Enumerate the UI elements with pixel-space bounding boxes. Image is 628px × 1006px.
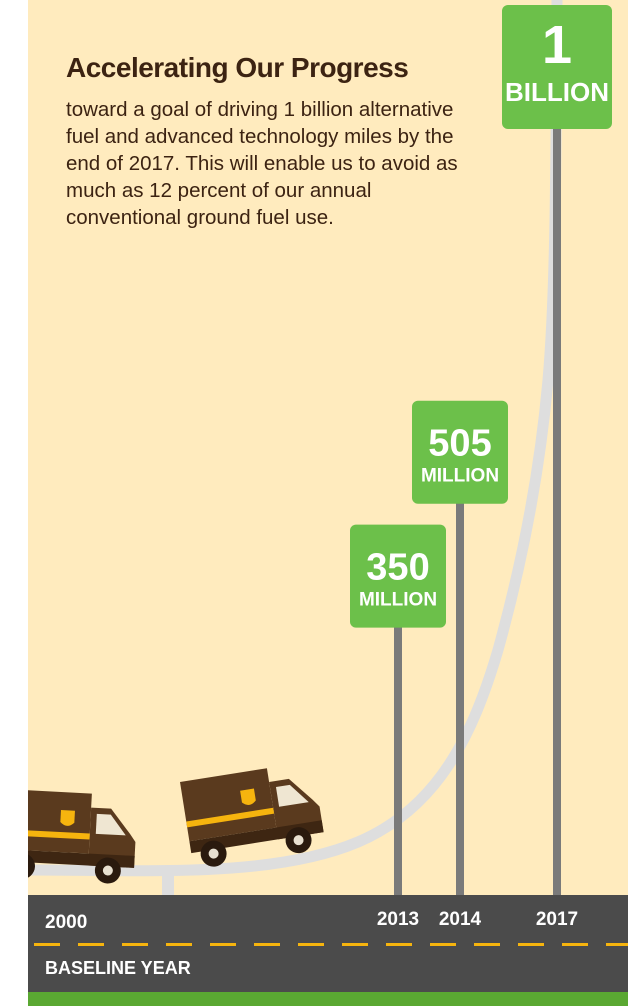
sign-value-2014: 505 xyxy=(428,423,491,465)
sign-pole-2013 xyxy=(394,625,402,895)
delivery-truck-left-wheel xyxy=(28,853,35,880)
progress-chart: 350MILLION505MILLION1BILLION2000BASELINE… xyxy=(28,0,628,1006)
sign-value-2017: 1 xyxy=(542,15,572,75)
delivery-truck-left-body xyxy=(28,789,92,854)
sign-board-2014 xyxy=(412,400,508,504)
year-label-2017: 2017 xyxy=(536,909,578,930)
chart-title: Accelerating Our Progress xyxy=(66,52,409,83)
road-lane-dash xyxy=(518,943,544,946)
baseline-year-label: BASELINE YEAR xyxy=(45,958,191,978)
road-lane-dash xyxy=(254,943,280,946)
road-lane-dash xyxy=(210,943,236,946)
chart-description: toward a goal of driving 1 billion alter… xyxy=(66,98,458,229)
delivery-truck-right-shield-logo xyxy=(240,788,256,805)
sign-unit-2014: MILLION xyxy=(421,466,499,487)
infographic: 350 MILLION 505 MILLION 1 BILLION 2000 BASELINE… xyxy=(28,0,628,1006)
sign-pole-2014 xyxy=(456,501,464,895)
road-lane-dash xyxy=(342,943,368,946)
sign-value-2013: 350 xyxy=(366,547,429,589)
delivery-truck-left-hub xyxy=(102,865,113,876)
year-label-2013: 2013 xyxy=(377,909,419,930)
road-lane-dash xyxy=(166,943,192,946)
road-lane-dash xyxy=(386,943,412,946)
road-lane-dash xyxy=(606,943,628,946)
delivery-truck-left-stripe xyxy=(28,828,90,840)
delivery-truck-left-shield-logo xyxy=(60,810,75,826)
road-lane-dash xyxy=(430,943,456,946)
sign-board-2013 xyxy=(350,524,446,628)
delivery-truck-left-windshield xyxy=(95,813,126,836)
sign-unit-2013: MILLION xyxy=(359,590,437,611)
sign-board-2017 xyxy=(502,5,612,129)
delivery-truck-left xyxy=(28,789,136,884)
year-label-2014: 2014 xyxy=(439,909,482,930)
year-label-2000: 2000 xyxy=(45,912,87,933)
delivery-truck-right-stripe xyxy=(186,807,275,828)
road-lane-dash xyxy=(78,943,104,946)
road-lane-dash xyxy=(562,943,588,946)
road-lane-dash xyxy=(34,943,60,946)
road-lane-dash xyxy=(474,943,500,946)
delivery-truck-right-hub xyxy=(293,835,304,846)
curve-support-post xyxy=(162,869,174,899)
road-lane-dash xyxy=(122,943,148,946)
sign-unit-2017: BILLION xyxy=(505,77,609,107)
delivery-truck-right-windshield xyxy=(275,784,309,807)
road-lane-dash xyxy=(298,943,324,946)
sign-pole-2017 xyxy=(553,127,561,895)
delivery-truck-right-hub xyxy=(208,848,219,859)
delivery-truck-right xyxy=(180,768,324,867)
bottom-band xyxy=(28,992,628,1006)
